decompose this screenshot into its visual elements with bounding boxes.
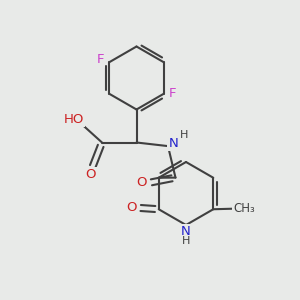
Text: N: N [169, 136, 178, 150]
Text: O: O [126, 201, 136, 214]
Text: N: N [181, 225, 191, 238]
Text: F: F [168, 87, 176, 100]
Text: F: F [97, 53, 104, 66]
Text: O: O [86, 168, 96, 182]
Text: O: O [136, 176, 147, 190]
Text: HO: HO [64, 113, 84, 126]
Text: H: H [182, 236, 190, 246]
Text: H: H [180, 130, 189, 140]
Text: CH₃: CH₃ [234, 202, 255, 215]
